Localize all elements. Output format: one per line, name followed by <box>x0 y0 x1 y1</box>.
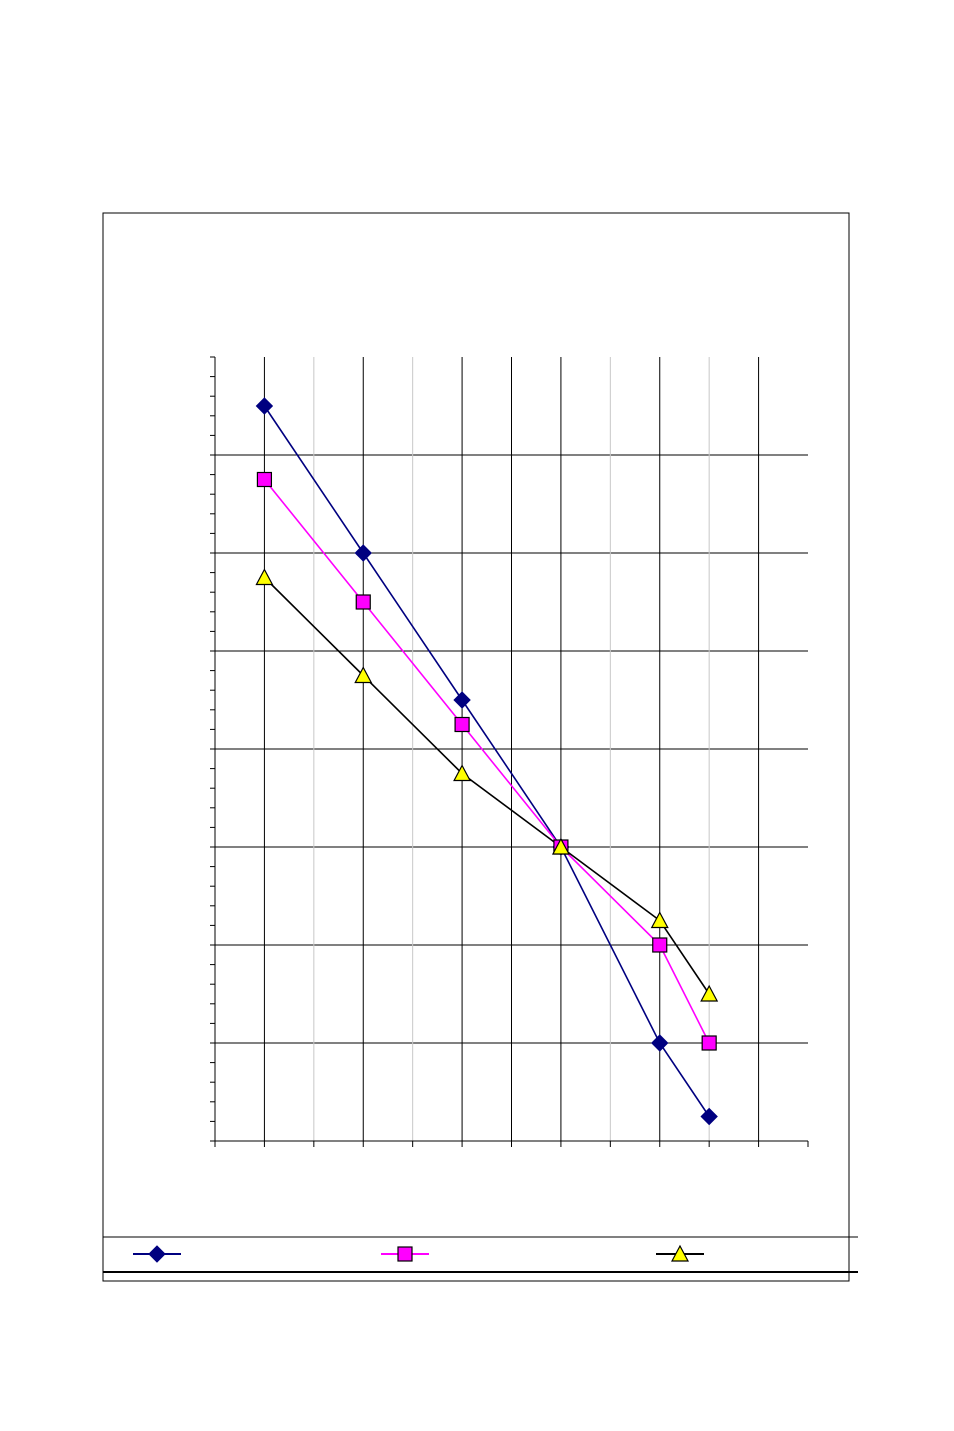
axes <box>210 356 809 1147</box>
series-1-point <box>651 1034 669 1052</box>
series-2-point <box>454 716 470 733</box>
legend <box>103 1236 858 1273</box>
legend-series-3-marker <box>671 1244 689 1262</box>
series-3-point <box>453 764 472 782</box>
series-3-point <box>354 666 373 684</box>
series-3-point <box>551 837 570 855</box>
series-1-point <box>700 1107 718 1126</box>
series-2-line <box>263 478 710 1044</box>
series-2-point <box>256 471 273 488</box>
series-3-point <box>700 984 719 1002</box>
series-1-point <box>354 544 372 562</box>
series-1-point <box>453 691 471 709</box>
legend-series-1-marker <box>148 1245 166 1263</box>
series-2-point <box>355 594 371 610</box>
series-1-line <box>263 405 710 1117</box>
series-3-point <box>650 911 669 929</box>
series-3-point <box>255 568 274 586</box>
legend-series-2-marker <box>397 1246 413 1262</box>
series-3-line <box>263 576 710 995</box>
series-2-point <box>701 1035 717 1051</box>
chart-area-border <box>102 212 850 1282</box>
series-2-point <box>652 937 668 953</box>
series <box>255 397 719 1126</box>
series-1-point <box>255 397 274 415</box>
